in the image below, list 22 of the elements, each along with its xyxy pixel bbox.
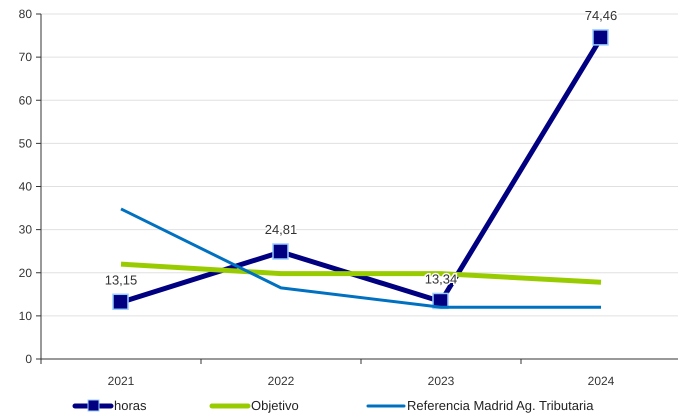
data-label: 13,15 xyxy=(104,272,138,288)
x-tick-label: 2024 xyxy=(588,374,615,388)
y-tick-label: 40 xyxy=(18,180,32,194)
data-label: 24,81 xyxy=(264,222,298,238)
y-tick-label: 50 xyxy=(18,136,32,150)
legend-label: horas xyxy=(114,398,148,413)
y-tick-label: 80 xyxy=(18,7,32,21)
point xyxy=(112,294,129,310)
y-tick-label: 60 xyxy=(18,93,32,108)
data-label: 74,46 xyxy=(584,8,618,23)
point xyxy=(592,29,609,46)
point xyxy=(272,243,289,260)
y-tick-label: 20 xyxy=(18,266,32,280)
y-tick-label: 70 xyxy=(18,50,32,64)
y-tick-label: 30 xyxy=(18,222,32,237)
x-tick-label: 2023 xyxy=(428,374,455,388)
y-tick-label: 10 xyxy=(18,308,32,323)
legend-label: Referencia Madrid Ag. Tributaria xyxy=(407,398,594,413)
x-tick-label: 2022 xyxy=(268,374,295,388)
legend-label: Objetivo xyxy=(251,398,299,413)
y-tick-label: 0 xyxy=(25,352,32,366)
x-tick-label: 2021 xyxy=(108,374,135,388)
